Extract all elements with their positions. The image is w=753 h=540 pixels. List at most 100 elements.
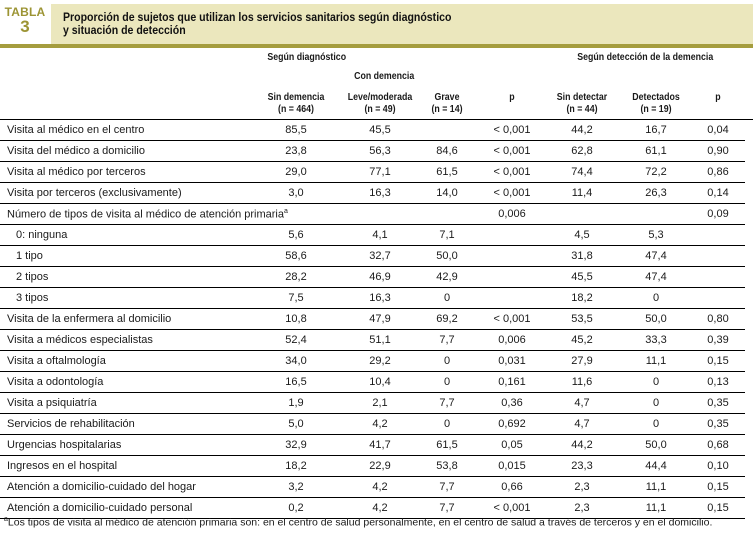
row-end [732, 434, 745, 456]
table-cell: < 0,001 [468, 497, 556, 519]
row-end [732, 287, 745, 309]
column-header-label: p [715, 92, 721, 103]
row-label: Visita del médico a domicilio [0, 140, 258, 162]
table-cell [704, 287, 732, 309]
table-cell: 41,7 [334, 434, 426, 456]
table-row: Número de tipos de visita al médico de a… [0, 203, 745, 225]
table-cell: 26,3 [608, 182, 704, 204]
column-header-label: Sin detectar [556, 92, 608, 103]
row-label-text: 0: ninguna [16, 229, 68, 241]
table-cell: 0,80 [704, 308, 732, 330]
table-cell: 0,68 [704, 434, 732, 456]
row-label-text: Visita por terceros (exclusivamente) [7, 187, 182, 199]
table-row: 2 tipos 28,2 46,9 42,9 45,5 47,4 [0, 266, 745, 288]
row-end [732, 497, 745, 519]
table-cell: 7,1 [426, 224, 468, 246]
column-header-n: (n = 44) [566, 104, 598, 115]
table-cell: 0,161 [468, 371, 556, 393]
row-end [732, 245, 745, 267]
table-cell: 47,9 [334, 308, 426, 330]
table-cell: 27,9 [556, 350, 608, 372]
row-end [732, 308, 745, 330]
table-cell: 11,1 [608, 497, 704, 519]
table-cell [468, 224, 556, 246]
table-cell: 23,3 [556, 455, 608, 477]
row-label-text: Visita a oftalmología [7, 355, 106, 367]
table-cell: 56,3 [334, 140, 426, 162]
footnote-mark: a [4, 516, 8, 523]
table-label: TABLA [4, 5, 46, 19]
table-number: 3 [20, 17, 30, 36]
table-cell: 11,1 [608, 350, 704, 372]
row-label: Visita a psiquiatría [0, 392, 258, 414]
table-cell: 11,6 [556, 371, 608, 393]
row-label-text: Visita a psiquiatría [7, 397, 97, 409]
table-cell: 0,10 [704, 455, 732, 477]
table-cell: 0,04 [704, 120, 732, 141]
table-cell: 7,5 [258, 287, 334, 309]
table-row: Visita del médico a domicilio 23,8 56,3 84,… [0, 140, 745, 162]
table-cell: 0 [608, 413, 704, 435]
table-cell: 45,2 [556, 329, 608, 351]
column-header-label: Detectados [632, 92, 680, 103]
table-row: Urgencias hospitalarias 32,9 41,7 61,5 0,05 4… [0, 434, 745, 456]
row-end [732, 329, 745, 351]
table-cell: 28,2 [258, 266, 334, 288]
table-row: Visita al médico por terceros 29,0 77,1 61,… [0, 161, 745, 183]
table-cell [704, 245, 732, 267]
row-end [732, 350, 745, 372]
table-cell: 5,3 [608, 224, 704, 246]
table-cell: 11,4 [556, 182, 608, 204]
table-cell: 2,1 [334, 392, 426, 414]
table-cell [468, 266, 556, 288]
row-label-text: Servicios de rehabilitación [7, 418, 135, 430]
table-cell [556, 203, 608, 225]
table-number-box: TABLA 3 [0, 0, 50, 44]
title-rule [0, 44, 753, 48]
table-cell: 4,7 [556, 392, 608, 414]
table-cell: 31,8 [556, 245, 608, 267]
table-cell: 11,1 [608, 476, 704, 498]
table-cell: 33,3 [608, 329, 704, 351]
table-cell: 4,1 [334, 224, 426, 246]
table-cell: < 0,001 [468, 308, 556, 330]
table-cell: 4,5 [556, 224, 608, 246]
table-cell: 62,8 [556, 140, 608, 162]
column-header: Sin detectar (n = 44) [547, 92, 617, 116]
row-label: Visita a médicos especialistas [0, 329, 258, 351]
row-label: Ingresos en el hospital [0, 455, 258, 477]
table-cell: 4,7 [556, 413, 608, 435]
table-cell: 61,5 [426, 161, 468, 183]
table-cell: 4,2 [334, 497, 426, 519]
title-line-1: Proporción de sujetos que utilizan los s… [63, 10, 452, 24]
table-row: Atención a domicilio-cuidado personal 0,2… [0, 497, 745, 519]
row-end [732, 203, 745, 225]
table-cell: 47,4 [608, 245, 704, 267]
table-cell: 23,8 [258, 140, 334, 162]
table-cell: 0 [608, 371, 704, 393]
table-cell: 22,9 [334, 455, 426, 477]
table-cell: 0,006 [468, 329, 556, 351]
table-cell: 16,3 [334, 182, 426, 204]
table-cell: 58,6 [258, 245, 334, 267]
column-header-n: (n = 19) [640, 104, 672, 115]
row-label: Número de tipos de visita al médico de a… [0, 203, 288, 225]
table-title-bar: TABLA 3 Proporción de sujetos que utiliz… [0, 0, 753, 44]
table-cell: 0,15 [704, 350, 732, 372]
row-label: Servicios de rehabilitación [0, 413, 258, 435]
title-line-2: y situación de detección [63, 23, 186, 37]
table-cell: 0,006 [468, 203, 556, 225]
table-cell [704, 266, 732, 288]
table-cell: 61,5 [426, 434, 468, 456]
table-cell: 1,9 [258, 392, 334, 414]
row-label: Visita al médico en el centro [0, 120, 258, 141]
table-cell: 0,15 [704, 497, 732, 519]
column-header: p [477, 92, 547, 104]
table-row: Visita de la enfermera al domicilio 10,8 4… [0, 308, 745, 330]
table-cell: 3,0 [258, 182, 334, 204]
table-cell [468, 287, 556, 309]
table-cell: 0,692 [468, 413, 556, 435]
table-cell: 4,2 [334, 413, 426, 435]
table-cell: 53,5 [556, 308, 608, 330]
table-cell: 46,9 [334, 266, 426, 288]
